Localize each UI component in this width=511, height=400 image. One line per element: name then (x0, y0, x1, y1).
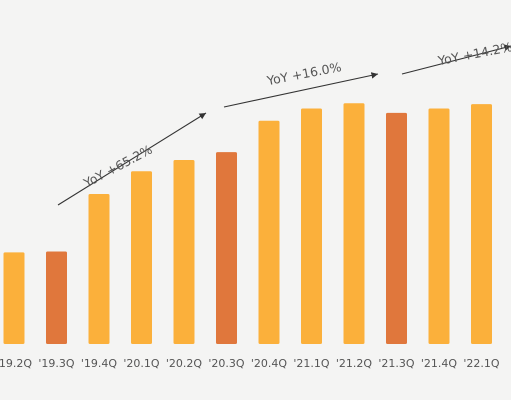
x-tick-label-21-2q: '21.2Q (336, 357, 373, 370)
yoy-annotation-3: YoY +14.2% (436, 39, 511, 68)
yoy-arrow-1 (57, 112, 207, 206)
bar-21-3q (386, 112, 407, 345)
bar-20-1q (131, 171, 152, 344)
bar-19-2q (3, 252, 25, 344)
bar-21-4q (428, 108, 450, 344)
bar-20-4q (258, 120, 280, 344)
x-tick-label-20-1q: '20.1Q (123, 357, 160, 370)
bar-20-3q (216, 152, 237, 344)
x-tick-label-19-2q: '19.2Q (0, 357, 32, 370)
bar-19-4q (88, 194, 110, 344)
x-axis-tick-labels: '19.2Q '19.3Q '19.4Q '20.1Q '20.2Q '20.3Q '20.… (0, 357, 500, 370)
bar-21-1q (301, 108, 322, 344)
x-tick-label-20-3q: '20.3Q (208, 357, 245, 370)
x-tick-label-20-4q: '20.4Q (251, 357, 288, 370)
bar-20-2q (173, 160, 195, 344)
x-tick-label-19-3q: '19.3Q (38, 357, 75, 370)
x-tick-label-21-3q: '21.3Q (378, 357, 415, 370)
x-tick-label-22-1q: '22.1Q (463, 357, 500, 370)
bar-22-1q (471, 104, 492, 344)
yoy-arrow-2 (223, 72, 379, 108)
x-tick-label-21-1q: '21.1Q (293, 357, 330, 370)
bar-19-3q (46, 251, 67, 344)
x-tick-label-19-4q: '19.4Q (81, 357, 118, 370)
x-tick-label-20-2q: '20.2Q (166, 357, 203, 370)
bars-layer (3, 103, 492, 345)
yoy-arrow-3 (401, 44, 511, 75)
bar-21-2q (343, 103, 365, 344)
x-tick-label-21-4q: '21.4Q (421, 357, 458, 370)
